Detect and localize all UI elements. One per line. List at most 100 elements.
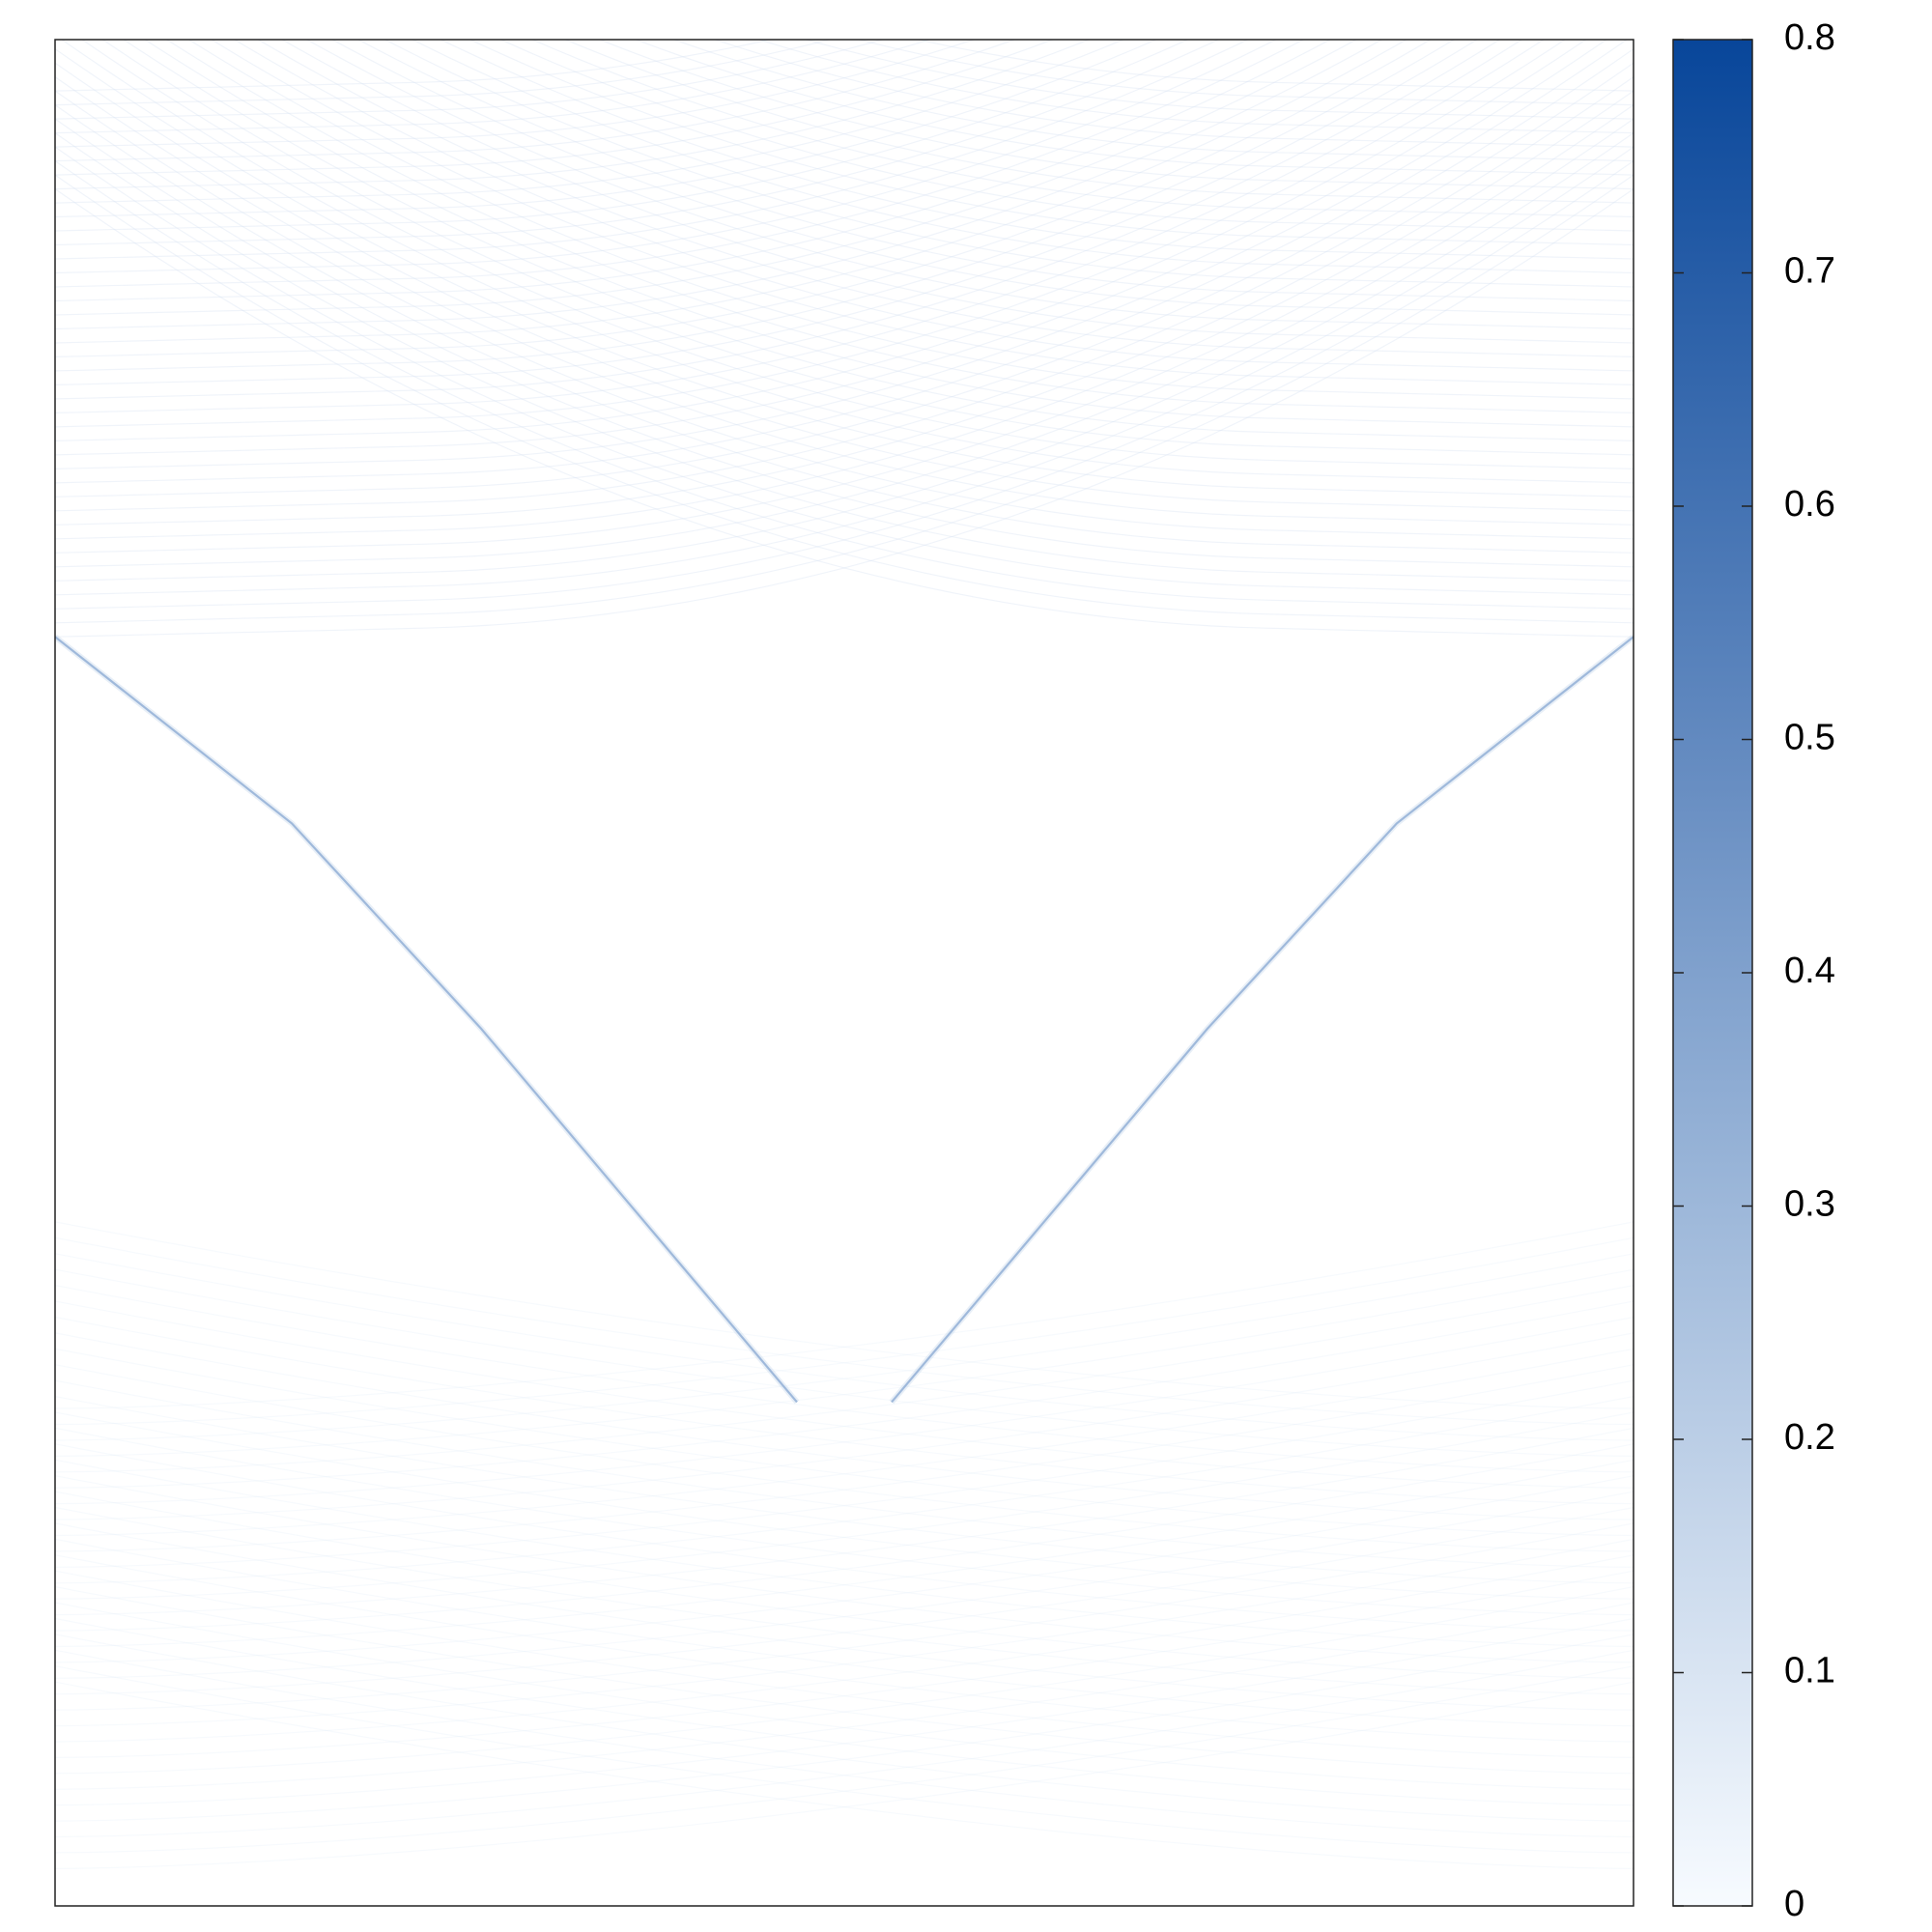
upper-fringe-curve xyxy=(233,40,1634,372)
colorbar-tick-label: 0.5 xyxy=(1784,718,1835,758)
colorbar-gradient xyxy=(1673,40,1752,1906)
upper-fringe-curve xyxy=(55,40,1407,344)
lower-fringe-curve xyxy=(55,1348,1634,1537)
upper-fringe-curve xyxy=(55,40,1629,484)
upper-fringe-curve xyxy=(55,76,1634,526)
lower-fringe-curve xyxy=(55,1475,1634,1663)
upper-fringe-curve xyxy=(55,40,885,120)
lower-fringe-curve xyxy=(55,1522,1634,1711)
upper-fringe-curve xyxy=(55,132,1634,582)
upper-fringe-curve xyxy=(672,40,1634,162)
colorbar: 0 0.1 0.2 0.3 0.4 0.5 0.6 0.7 0.8 xyxy=(1672,17,1835,1924)
lower-fringe-curve xyxy=(55,1285,1634,1473)
lower-fringe-curve xyxy=(55,1459,1634,1648)
upper-fringe-curve xyxy=(55,188,1634,638)
upper-fringe-curve xyxy=(55,40,932,134)
lower-fringe-curve xyxy=(55,1506,1634,1695)
lower-fringe-curve xyxy=(55,1221,1634,1409)
upper-fringe-curve xyxy=(856,40,1634,106)
upper-fringe-curve xyxy=(563,40,1634,204)
upper-fringe-curve xyxy=(55,40,1158,218)
lower-fringe-curve xyxy=(55,1506,1634,1695)
upper-fringe-curve xyxy=(165,40,1634,413)
upper-fringe-curve xyxy=(756,40,1634,134)
lower-fringe-curve xyxy=(55,1665,1634,1854)
upper-fringe-curve xyxy=(55,40,1479,385)
upper-fringe-curve xyxy=(55,104,1634,554)
upper-fringe-curve xyxy=(55,160,1634,610)
lower-fringe-curve xyxy=(55,1427,1634,1616)
upper-fringe-curve xyxy=(55,40,1358,316)
upper-fringe-curve xyxy=(915,40,1634,92)
upper-fringe-curve xyxy=(55,146,1634,596)
upper-fringe-curve xyxy=(55,40,1587,456)
lower-fringe-curve xyxy=(55,1300,1634,1489)
upper-fringe-curve xyxy=(55,48,1634,497)
left-ridge xyxy=(55,636,798,1404)
upper-fringe-curve xyxy=(804,40,1634,120)
upper-fringe-curve xyxy=(55,40,1546,428)
lower-fringe-curve xyxy=(55,1236,1634,1426)
upper-fringe-curve xyxy=(55,160,1634,610)
plot-background xyxy=(55,40,1634,1906)
upper-fringe-curve xyxy=(55,40,1189,232)
lower-fringe-curve xyxy=(55,1554,1634,1743)
upper-fringe-curve xyxy=(440,40,1634,260)
upper-fringe-curve xyxy=(55,40,1567,441)
upper-fringe-curve xyxy=(55,174,1634,624)
upper-fringe-curve xyxy=(330,40,1634,316)
upper-fringe-curve xyxy=(305,40,1634,330)
lower-fringe-curve xyxy=(55,1221,1634,1409)
lower-fringe-curve xyxy=(55,1491,1634,1679)
lower-fringe-curve xyxy=(55,1634,1634,1822)
lower-fringe-curve xyxy=(55,1617,1634,1806)
upper-fringe-curve xyxy=(55,40,1432,357)
upper-fringe-curve xyxy=(55,132,1634,582)
upper-fringe-curve xyxy=(55,40,1523,413)
upper-fringe-curve xyxy=(55,40,1091,190)
lower-fringe-curve xyxy=(55,1538,1634,1727)
lower-fringe-curve xyxy=(55,1300,1634,1489)
upper-fringe-curve xyxy=(187,40,1634,400)
upper-fringe-curve xyxy=(55,76,1634,526)
lower-fringe-curve xyxy=(55,1332,1634,1520)
colorbar-tick-label: 0.3 xyxy=(1784,1184,1835,1225)
upper-fringe-curve xyxy=(530,40,1634,218)
lower-fringe-curve xyxy=(55,1236,1634,1426)
upper-fringe-curve xyxy=(713,40,1634,148)
upper-fringe-curve xyxy=(411,40,1634,274)
upper-fringe-curve xyxy=(55,40,1608,469)
lower-fringe-curve xyxy=(55,1459,1634,1648)
upper-fringe-curve xyxy=(55,118,1634,568)
lower-fringe-curve xyxy=(55,1602,1634,1790)
upper-fringe-curve xyxy=(55,40,774,92)
upper-fringe-curve xyxy=(55,40,1456,372)
lower-fringe-curve xyxy=(55,1396,1634,1584)
lower-fringe-curve xyxy=(55,1491,1634,1679)
upper-fringe-curve xyxy=(55,40,1332,302)
upper-fringe-curve xyxy=(55,62,1634,512)
upper-fringe-curve xyxy=(55,118,1634,568)
upper-fringe-curve xyxy=(60,40,1634,484)
lower-fringe-curve xyxy=(55,1586,1634,1775)
upper-fringe-curve xyxy=(55,90,1634,540)
right-ridge xyxy=(891,636,1634,1404)
upper-fringe-curve xyxy=(499,40,1634,232)
lower-fringe-curve xyxy=(55,1268,1634,1457)
colorbar-tick-label: 0 xyxy=(1784,1884,1804,1924)
lower-fringe-curve xyxy=(55,1396,1634,1584)
lower-fringe-curve xyxy=(55,1268,1634,1457)
upper-fringe-curve xyxy=(55,40,1249,260)
colorbar-tick-label: 0.1 xyxy=(1784,1651,1835,1691)
upper-fringe-curve xyxy=(55,104,1634,554)
upper-fringe-curve xyxy=(281,40,1634,344)
plot-frame xyxy=(54,39,1634,1907)
lower-fringe-curve xyxy=(55,1364,1634,1552)
upper-fringe-curve xyxy=(55,40,1305,288)
upper-fringe-curve xyxy=(598,40,1634,190)
upper-fringe-curve xyxy=(55,174,1634,624)
lower-fringe-curve xyxy=(55,1554,1634,1743)
lower-fringe-curve xyxy=(55,1586,1634,1775)
lower-fringe-curve xyxy=(55,1522,1634,1711)
